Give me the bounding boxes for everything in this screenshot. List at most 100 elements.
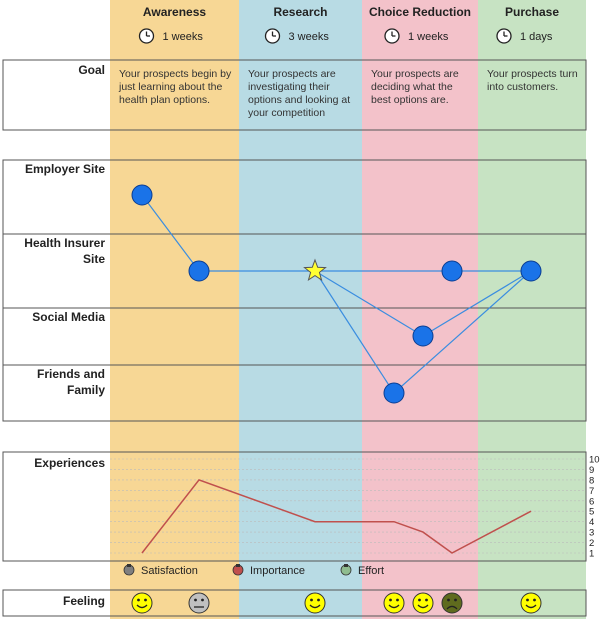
row-label-channel: Site (83, 252, 105, 266)
face-mouth (388, 604, 400, 609)
row-grid (2, 59, 587, 617)
feelings-row (131, 592, 542, 614)
legend-bulb-cap (344, 564, 348, 567)
legend-item: Effort (340, 564, 384, 577)
stage-bands (110, 0, 586, 619)
journey-link (141, 194, 200, 272)
y-tick-label: 7 (589, 486, 594, 497)
face-eye-left (447, 598, 450, 602)
legend-label: Effort (358, 565, 384, 577)
journey-link (422, 270, 532, 337)
stage-duration: 1 weeks (408, 31, 449, 43)
stage-title: Purchase (505, 5, 559, 19)
clock-icon (384, 28, 400, 44)
stage-band-0 (110, 0, 239, 619)
journey-link (314, 270, 424, 337)
journey-node (520, 260, 542, 282)
happy-face-icon (412, 592, 434, 614)
row-label-channel: Family (67, 383, 105, 397)
clock-icon (496, 28, 512, 44)
face-outline (520, 592, 542, 614)
face-eye-right (317, 598, 320, 602)
y-tick-label: 9 (589, 465, 594, 476)
row-label-channel: Friends and (37, 367, 105, 381)
face-mouth (446, 605, 458, 610)
journey-star-marker (303, 258, 327, 282)
face-eye-left (310, 598, 313, 602)
legend-bulb-cap (127, 564, 131, 567)
goal-text: Your prospects begin by just learning ab… (119, 68, 232, 106)
row-label-feeling: Feeling (63, 594, 105, 608)
stage-band-3 (478, 0, 586, 619)
face-mouth (136, 604, 148, 609)
face-eye-right (396, 598, 399, 602)
y-tick-label: 10 (589, 455, 600, 466)
face-eye-right (454, 598, 457, 602)
face-mouth (309, 604, 321, 609)
face-eye-left (194, 598, 197, 602)
stage-duration: 1 days (520, 31, 553, 43)
stage-duration: 3 weeks (289, 31, 330, 43)
face-mouth (525, 604, 537, 609)
y-tick-label: 5 (589, 507, 594, 518)
legend-item: Satisfaction (123, 564, 198, 577)
y-tick-label: 3 (589, 528, 594, 539)
goal-text: Your prospects turn into customers. (487, 68, 578, 93)
stage-title: Awareness (143, 5, 206, 19)
face-mouth (417, 604, 429, 609)
face-eye-right (425, 598, 428, 602)
goal-row-box (2, 59, 587, 131)
goal-text: Your prospects are investigating their o… (248, 68, 351, 119)
face-eye-right (533, 598, 536, 602)
journey-link (314, 270, 395, 394)
stage-title: Choice Reduction (369, 5, 471, 19)
journey-node (131, 184, 153, 206)
legend-label: Satisfaction (141, 565, 198, 577)
journey-node (412, 325, 434, 347)
stage-duration: 1 weeks (163, 31, 204, 43)
face-eye-right (201, 598, 204, 602)
row-label-channel: Employer Site (25, 162, 105, 176)
channels-box (2, 159, 587, 422)
happy-face-icon (131, 592, 153, 614)
y-tick-label: 1 (589, 549, 594, 560)
row-label-experiences: Experiences (34, 456, 105, 470)
face-eye-left (418, 598, 421, 602)
legend-bulb-cap (236, 564, 240, 567)
clock-icon (264, 28, 281, 44)
y-tick-label: 2 (589, 538, 594, 549)
face-eye-left (526, 598, 529, 602)
face-eye-left (389, 598, 392, 602)
stage-title: Research (273, 5, 327, 19)
happy-face-icon (304, 592, 326, 614)
journey-node (383, 382, 405, 404)
face-outline (441, 592, 463, 614)
clock-icon (138, 28, 155, 44)
stage-band-2 (362, 0, 478, 619)
series-line-importance (141, 479, 532, 554)
happy-face-icon (520, 592, 542, 614)
chart-legend: Satisfaction Importance Effort (123, 564, 384, 577)
face-outline (304, 592, 326, 614)
row-label-channel: Social Media (32, 310, 105, 324)
row-label-channel: Health Insurer (24, 236, 105, 250)
face-outline (131, 592, 153, 614)
legend-item: Importance (232, 564, 305, 577)
journey-node (188, 260, 210, 282)
happy-face-icon (383, 592, 405, 614)
face-outline (188, 592, 210, 614)
y-tick-label: 4 (589, 517, 594, 528)
experiences-box (2, 451, 587, 562)
y-tick-label: 8 (589, 475, 594, 486)
goal-text: Your prospects are deciding what the bes… (371, 68, 459, 106)
feeling-row-box (2, 589, 587, 617)
face-eye-left (137, 598, 140, 602)
face-outline (383, 592, 405, 614)
journey-link (393, 270, 532, 394)
journey-path (131, 184, 542, 404)
row-labels: Goal Employer Site Health Insurer Site Socia… (24, 63, 105, 608)
legend-label: Importance (250, 565, 305, 577)
sad-face-icon (441, 592, 463, 614)
